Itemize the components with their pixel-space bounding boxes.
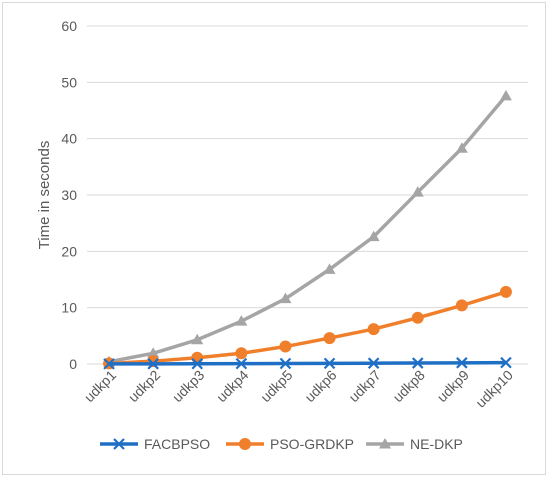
- series-facbpso: [103, 356, 512, 370]
- data-point: [279, 340, 292, 353]
- x-tick-label: udkp9: [434, 367, 472, 405]
- y-tick-label: 50: [61, 74, 77, 90]
- data-point: [323, 357, 336, 370]
- series-line: [108, 290, 507, 366]
- series-line: [109, 360, 506, 366]
- series-line: [108, 94, 508, 364]
- data-point: [323, 263, 336, 274]
- x-tick-label: udkp5: [257, 367, 295, 405]
- data-point: [323, 332, 336, 345]
- legend-label: FACBPSO: [144, 436, 210, 452]
- data-point: [411, 311, 424, 324]
- data-point: [411, 357, 424, 369]
- data-point: [191, 351, 204, 364]
- data-point: [235, 357, 248, 370]
- gridlines: [87, 25, 528, 365]
- x-tick-label: udkp8: [390, 367, 428, 405]
- data-point: [279, 357, 292, 370]
- x-tick-label: udkp6: [301, 367, 339, 405]
- data-point: [147, 358, 159, 370]
- legend-item: FACBPSO: [100, 436, 210, 452]
- data-point: [103, 358, 115, 370]
- data-point: [499, 89, 512, 101]
- x-tick-label: udkp4: [213, 367, 251, 405]
- data-point: [279, 292, 292, 304]
- x-axis-ticks: udkp1 udkp2 udkp3 udkp4 udkp5 udkp6 udkp7 udkp8…: [81, 367, 516, 411]
- y-tick-label: 40: [61, 131, 77, 147]
- series-pso-grdkp: [103, 285, 512, 370]
- data-point: [191, 333, 204, 345]
- x-tick-label: udkp1: [81, 367, 119, 405]
- x-tick-label: udkp7: [345, 367, 383, 405]
- y-tick-label: 10: [61, 300, 77, 316]
- data-point: [367, 230, 380, 242]
- data-point: [147, 347, 160, 358]
- data-point: [367, 323, 380, 336]
- data-point: [455, 142, 468, 153]
- legend-item: PSO-GRDKP: [226, 436, 354, 452]
- data-point: [411, 186, 424, 197]
- legend-marker: [239, 438, 251, 450]
- data-point: [455, 299, 468, 312]
- legend-marker: [113, 438, 125, 450]
- data-point: [500, 356, 512, 369]
- data-point: [499, 285, 512, 298]
- data-point: [367, 357, 380, 369]
- data-point: [191, 357, 204, 370]
- y-axis-title: Time in seconds: [36, 141, 53, 250]
- y-axis-ticks: 0 10 20 30 40 50 60: [61, 18, 77, 372]
- series-group: [103, 89, 512, 370]
- legend-label: PSO-GRDKP: [270, 436, 354, 452]
- legend-item: NE-DKP: [366, 436, 463, 452]
- y-tick-label: 60: [61, 18, 77, 34]
- legend-label: NE-DKP: [410, 436, 463, 452]
- data-point: [456, 357, 468, 369]
- x-tick-label: udkp2: [125, 367, 163, 405]
- legend-marker: [379, 438, 391, 449]
- legend: FACBPSO PSO-GRDKP NE-DKP: [100, 436, 463, 452]
- x-tick-label: udkp3: [169, 367, 207, 405]
- data-point: [235, 347, 248, 360]
- y-tick-label: 20: [61, 243, 77, 259]
- data-point: [235, 315, 248, 326]
- y-tick-label: 0: [69, 356, 77, 372]
- y-tick-label: 30: [61, 187, 77, 203]
- series-ne-dkp: [103, 89, 512, 367]
- x-tick-label: udkp10: [472, 367, 516, 411]
- chart-frame: [2, 2, 546, 475]
